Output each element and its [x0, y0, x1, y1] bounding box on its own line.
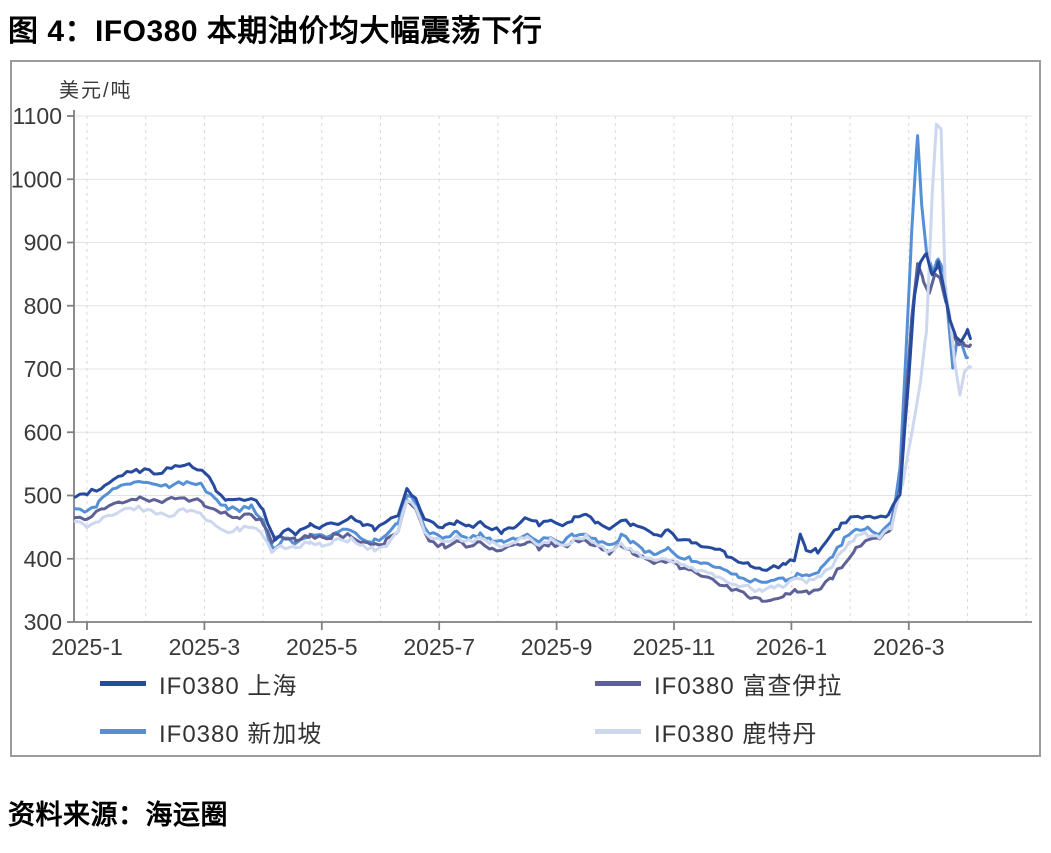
y-tick-label: 900	[24, 230, 62, 256]
x-tick-label: 2025-3	[169, 634, 241, 660]
legend-item-rotterdam: IF0380 鹿特丹	[595, 714, 960, 749]
x-tick-label: 2025-9	[521, 634, 593, 660]
x-tick-label: 2025-5	[286, 634, 358, 660]
y-axis-unit-label: 美元/吨	[59, 80, 133, 102]
legend-item-fujairah: IF0380 富查伊拉	[595, 666, 960, 701]
legend-swatch-shanghai	[100, 681, 146, 686]
x-tick-label: 2025-7	[403, 634, 475, 660]
legend-swatch-rotterdam	[595, 729, 641, 734]
y-tick-label: 500	[24, 483, 62, 509]
series-line-singapore	[73, 134, 969, 584]
x-tick-label: 2025-1	[51, 634, 123, 660]
x-tick-label: 2026-3	[873, 634, 945, 660]
chart-panel: 300 400 500 600 700 800 900 1000 1100 2025-1 2025-…	[10, 60, 1041, 757]
chart-svg: 300 400 500 600 700 800 900 1000 1100 2025-1 2025-…	[12, 103, 1032, 660]
y-tick-label: 600	[24, 419, 62, 445]
x-tick-label: 2026-1	[756, 634, 828, 660]
y-tick-label: 1100	[13, 103, 62, 129]
legend-swatch-fujairah	[595, 681, 641, 686]
chart-legend: IF0380 上海 IF0380 富查伊拉 IF0380 新加坡 IF0380 鹿特丹	[100, 666, 960, 749]
source-note: 资料来源：海运圈	[8, 800, 228, 830]
legend-item-singapore: IF0380 新加坡	[100, 714, 595, 749]
y-tick-label: 700	[24, 356, 62, 382]
figure-title: 图 4：IFO380 本期油价均大幅震荡下行	[8, 15, 543, 48]
legend-item-shanghai: IF0380 上海	[100, 666, 595, 701]
legend-label-fujairah: IF0380 富查伊拉	[654, 673, 843, 700]
series-line-rotterdam	[73, 122, 972, 594]
x-tick-label: 2025-11	[633, 634, 716, 660]
y-tick-label: 1000	[12, 166, 62, 192]
legend-label-rotterdam: IF0380 鹿特丹	[654, 721, 818, 748]
legend-swatch-singapore	[100, 729, 146, 734]
y-tick-label: 300	[24, 609, 62, 635]
legend-label-shanghai: IF0380 上海	[159, 673, 298, 700]
series-line-shanghai	[73, 252, 972, 572]
series-line-fujairah	[73, 262, 972, 603]
y-tick-label: 400	[24, 546, 62, 572]
y-tick-label: 800	[24, 293, 62, 319]
legend-label-singapore: IF0380 新加坡	[159, 721, 323, 748]
